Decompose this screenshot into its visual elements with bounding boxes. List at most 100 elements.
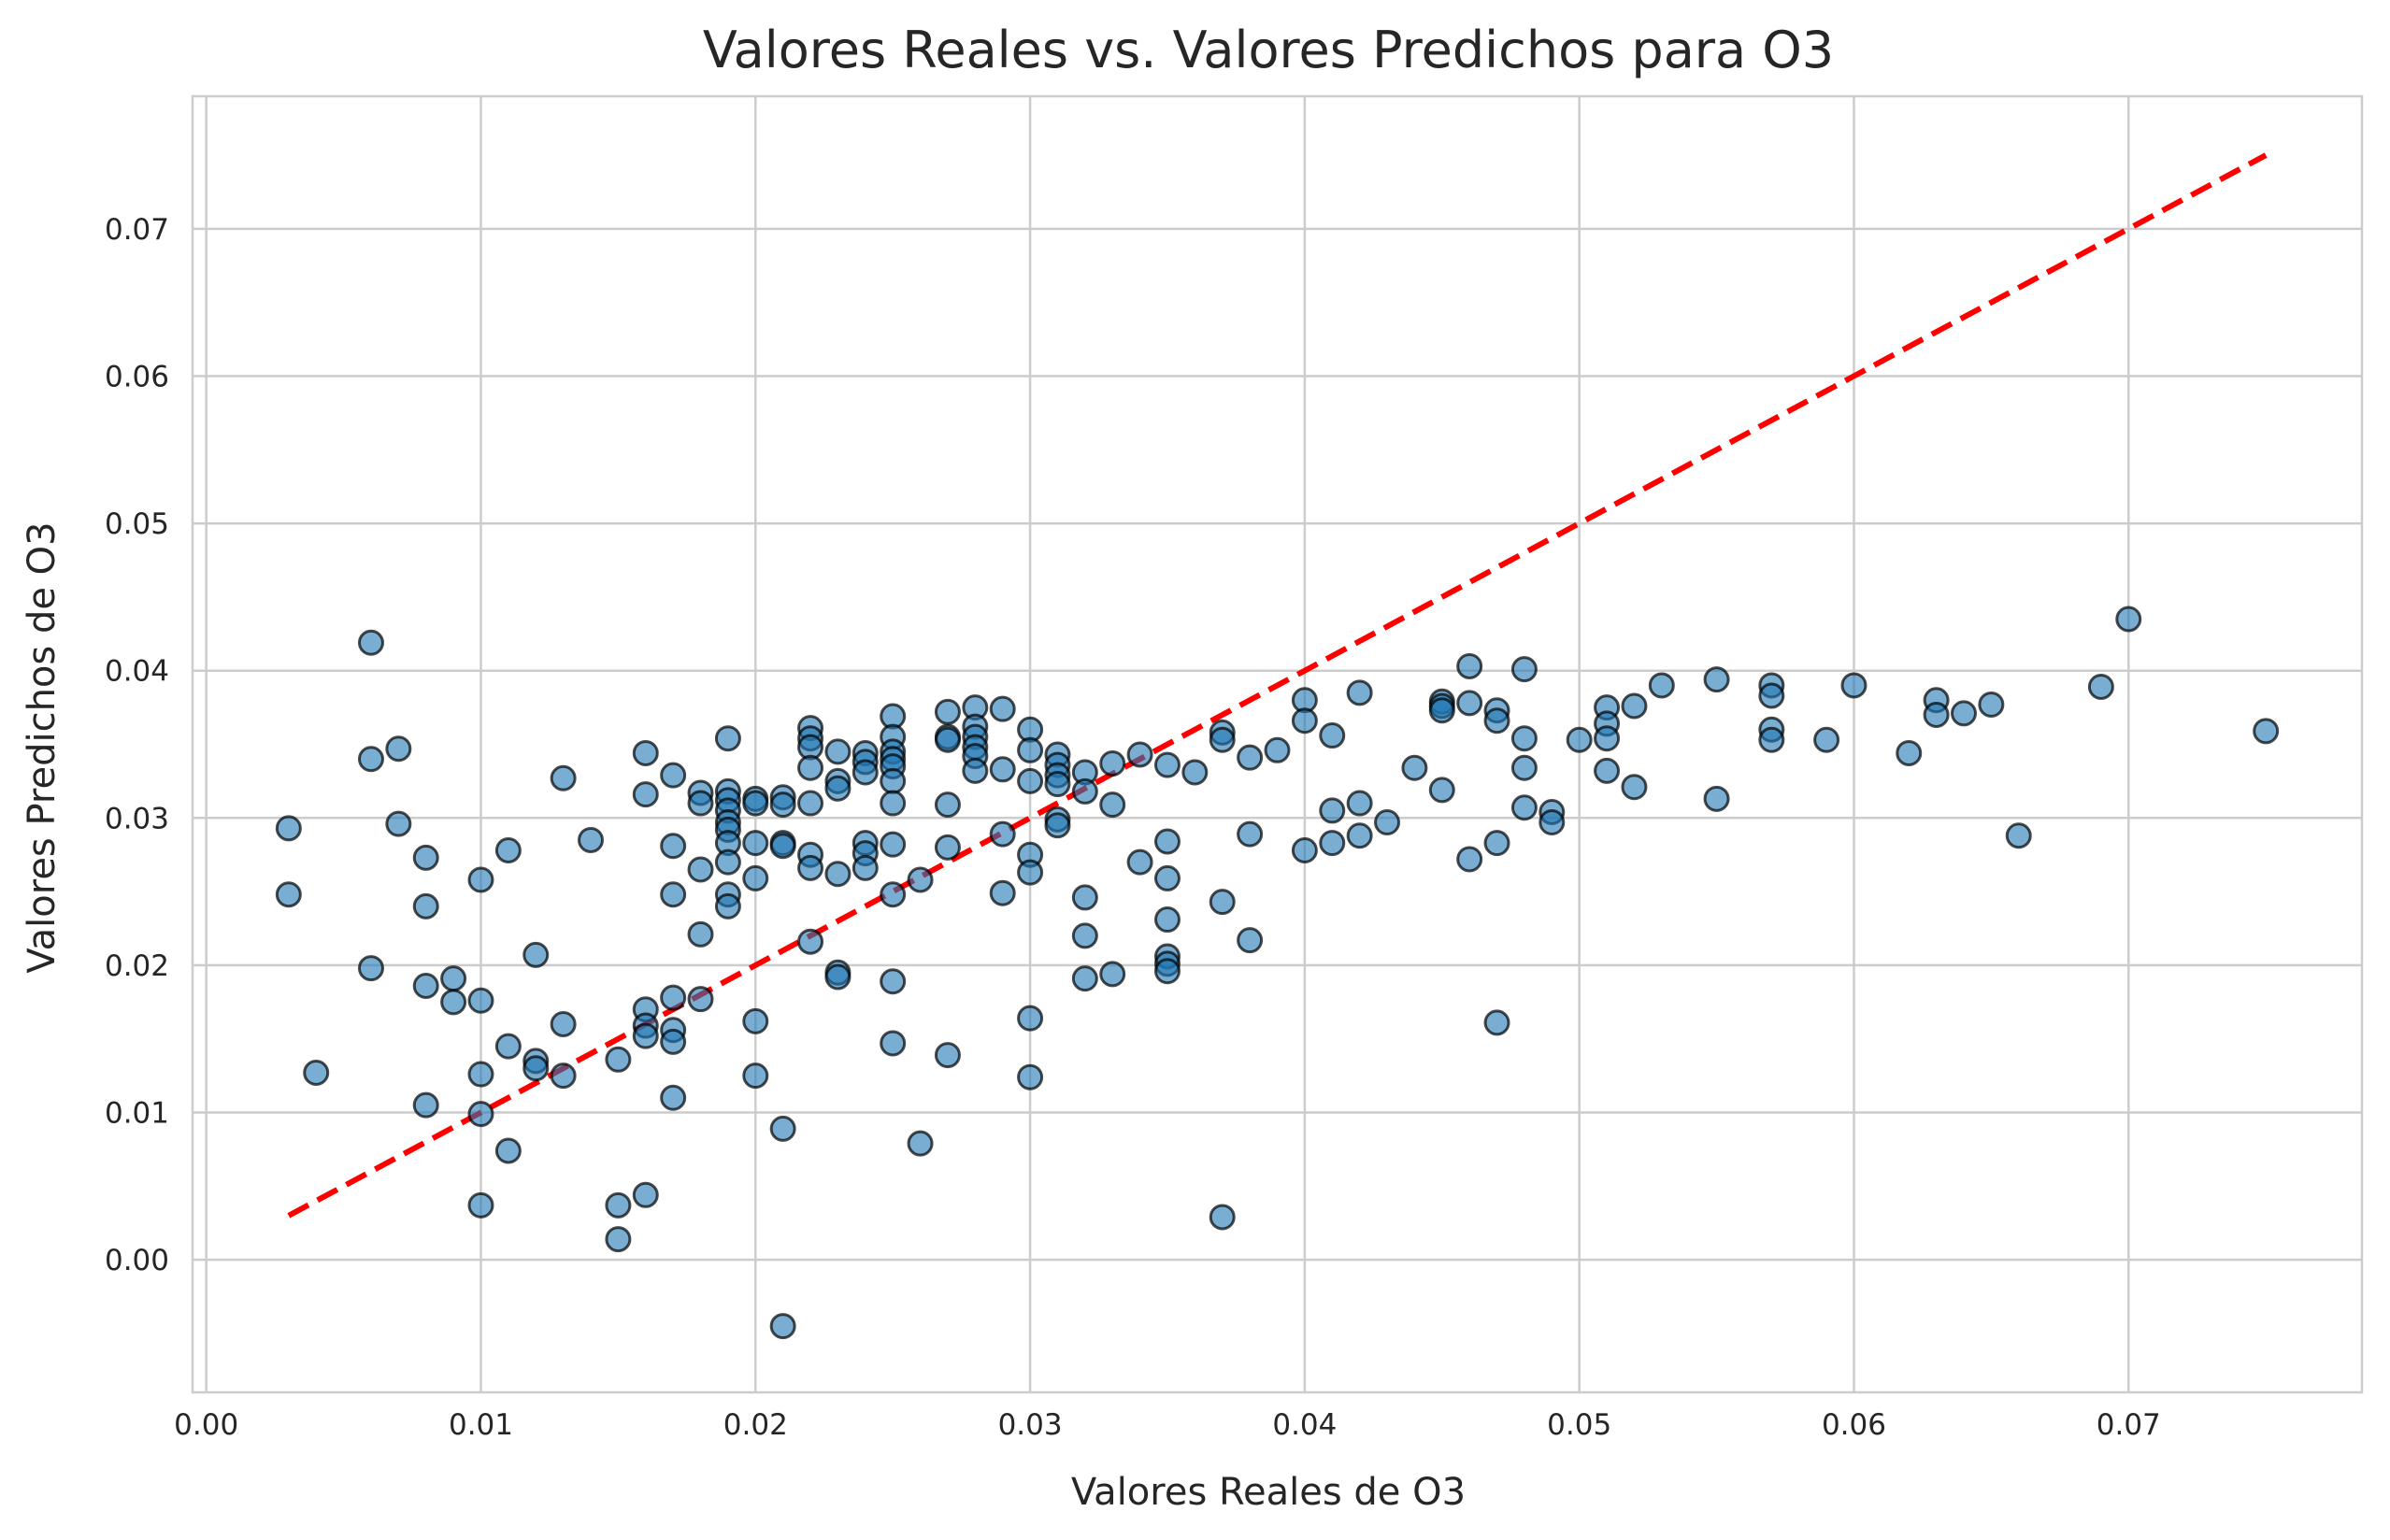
data-point xyxy=(962,757,989,784)
data-point xyxy=(660,881,687,908)
data-point xyxy=(742,1062,769,1090)
y-tick-label: 0.04 xyxy=(105,655,169,689)
data-point xyxy=(1153,828,1181,855)
data-point xyxy=(660,1028,687,1055)
data-point xyxy=(1044,771,1071,798)
data-point xyxy=(605,1226,632,1253)
data-point xyxy=(632,739,659,766)
data-point xyxy=(824,738,852,765)
data-point xyxy=(275,815,302,842)
data-point xyxy=(1648,672,1675,699)
data-point xyxy=(687,856,714,883)
data-point xyxy=(797,790,824,817)
data-point xyxy=(714,848,741,876)
data-point xyxy=(357,955,384,982)
data-point xyxy=(1538,809,1566,836)
y-tick-label: 0.00 xyxy=(105,1244,169,1277)
data-point xyxy=(989,695,1016,722)
data-point xyxy=(769,791,796,819)
data-point xyxy=(1291,836,1318,863)
data-point xyxy=(1264,736,1291,763)
data-point xyxy=(1346,679,1373,706)
data-point xyxy=(1237,820,1264,848)
data-point xyxy=(797,754,824,781)
data-point xyxy=(440,989,467,1016)
data-point xyxy=(660,1084,687,1111)
y-axis-label: Valores Predichos de O3 xyxy=(21,521,64,973)
data-point xyxy=(357,629,384,656)
data-point xyxy=(1291,707,1318,734)
data-point xyxy=(742,1007,769,1034)
data-point xyxy=(467,1101,494,1128)
data-point xyxy=(1950,700,1977,727)
data-point xyxy=(769,833,796,860)
data-point xyxy=(494,1033,522,1060)
x-tick-label: 0.06 xyxy=(1822,1408,1886,1442)
data-points xyxy=(275,606,2280,1340)
data-point xyxy=(1621,774,1648,801)
data-point xyxy=(1319,722,1346,749)
data-point xyxy=(440,965,467,992)
data-point xyxy=(824,963,852,991)
data-point xyxy=(412,1091,439,1119)
data-point xyxy=(852,759,879,786)
data-point xyxy=(934,834,961,861)
data-point xyxy=(687,986,714,1013)
data-point xyxy=(578,826,605,853)
data-point xyxy=(880,790,907,817)
data-point xyxy=(1071,965,1098,992)
data-point xyxy=(989,756,1016,783)
y-tick-label: 0.05 xyxy=(105,507,169,541)
data-point xyxy=(1319,830,1346,857)
data-point xyxy=(989,820,1016,848)
data-point xyxy=(1510,794,1538,821)
data-point xyxy=(1346,822,1373,849)
x-tick-label: 0.00 xyxy=(174,1408,238,1442)
data-point xyxy=(880,767,907,794)
data-point xyxy=(934,698,961,725)
x-tick-label: 0.04 xyxy=(1272,1408,1337,1442)
x-tick-labels: 0.00 0.01 0.02 0.03 0.04 0.05 0.06 0.07 xyxy=(174,1408,2161,1442)
data-point xyxy=(1594,757,1621,784)
data-point xyxy=(1153,864,1181,891)
data-point xyxy=(1566,726,1593,753)
y-tick-label: 0.03 xyxy=(105,802,169,835)
data-point xyxy=(385,810,412,837)
data-point xyxy=(632,1181,659,1208)
data-point xyxy=(742,830,769,857)
data-point xyxy=(880,1030,907,1057)
data-point xyxy=(605,1046,632,1073)
data-point xyxy=(660,984,687,1011)
data-point xyxy=(550,764,577,791)
data-point xyxy=(494,1137,522,1164)
data-point xyxy=(1237,744,1264,771)
data-point xyxy=(934,791,961,819)
data-point xyxy=(2253,718,2280,745)
data-point xyxy=(1319,797,1346,824)
y-tick-label: 0.01 xyxy=(105,1097,169,1131)
data-point xyxy=(1758,726,1785,753)
data-point xyxy=(2005,822,2032,849)
x-tick-label: 0.03 xyxy=(998,1408,1063,1442)
data-point xyxy=(467,987,494,1014)
data-point xyxy=(1099,961,1126,988)
data-point xyxy=(1071,884,1098,911)
data-point xyxy=(1703,666,1730,693)
data-point xyxy=(1017,736,1044,763)
data-point xyxy=(467,866,494,893)
data-point xyxy=(880,968,907,995)
data-point xyxy=(2115,606,2142,633)
data-point xyxy=(742,790,769,817)
data-point xyxy=(1044,812,1071,839)
data-point xyxy=(605,1191,632,1219)
data-point xyxy=(742,864,769,891)
data-point xyxy=(1126,848,1153,876)
x-tick-label: 0.05 xyxy=(1547,1408,1611,1442)
data-point xyxy=(2087,674,2114,701)
data-point xyxy=(1209,889,1236,916)
data-point xyxy=(1978,691,2005,718)
data-point xyxy=(522,941,550,968)
data-point xyxy=(907,1130,934,1157)
data-point xyxy=(1456,690,1483,717)
chart-title: Valores Reales vs. Valores Predichos par… xyxy=(703,21,1834,79)
